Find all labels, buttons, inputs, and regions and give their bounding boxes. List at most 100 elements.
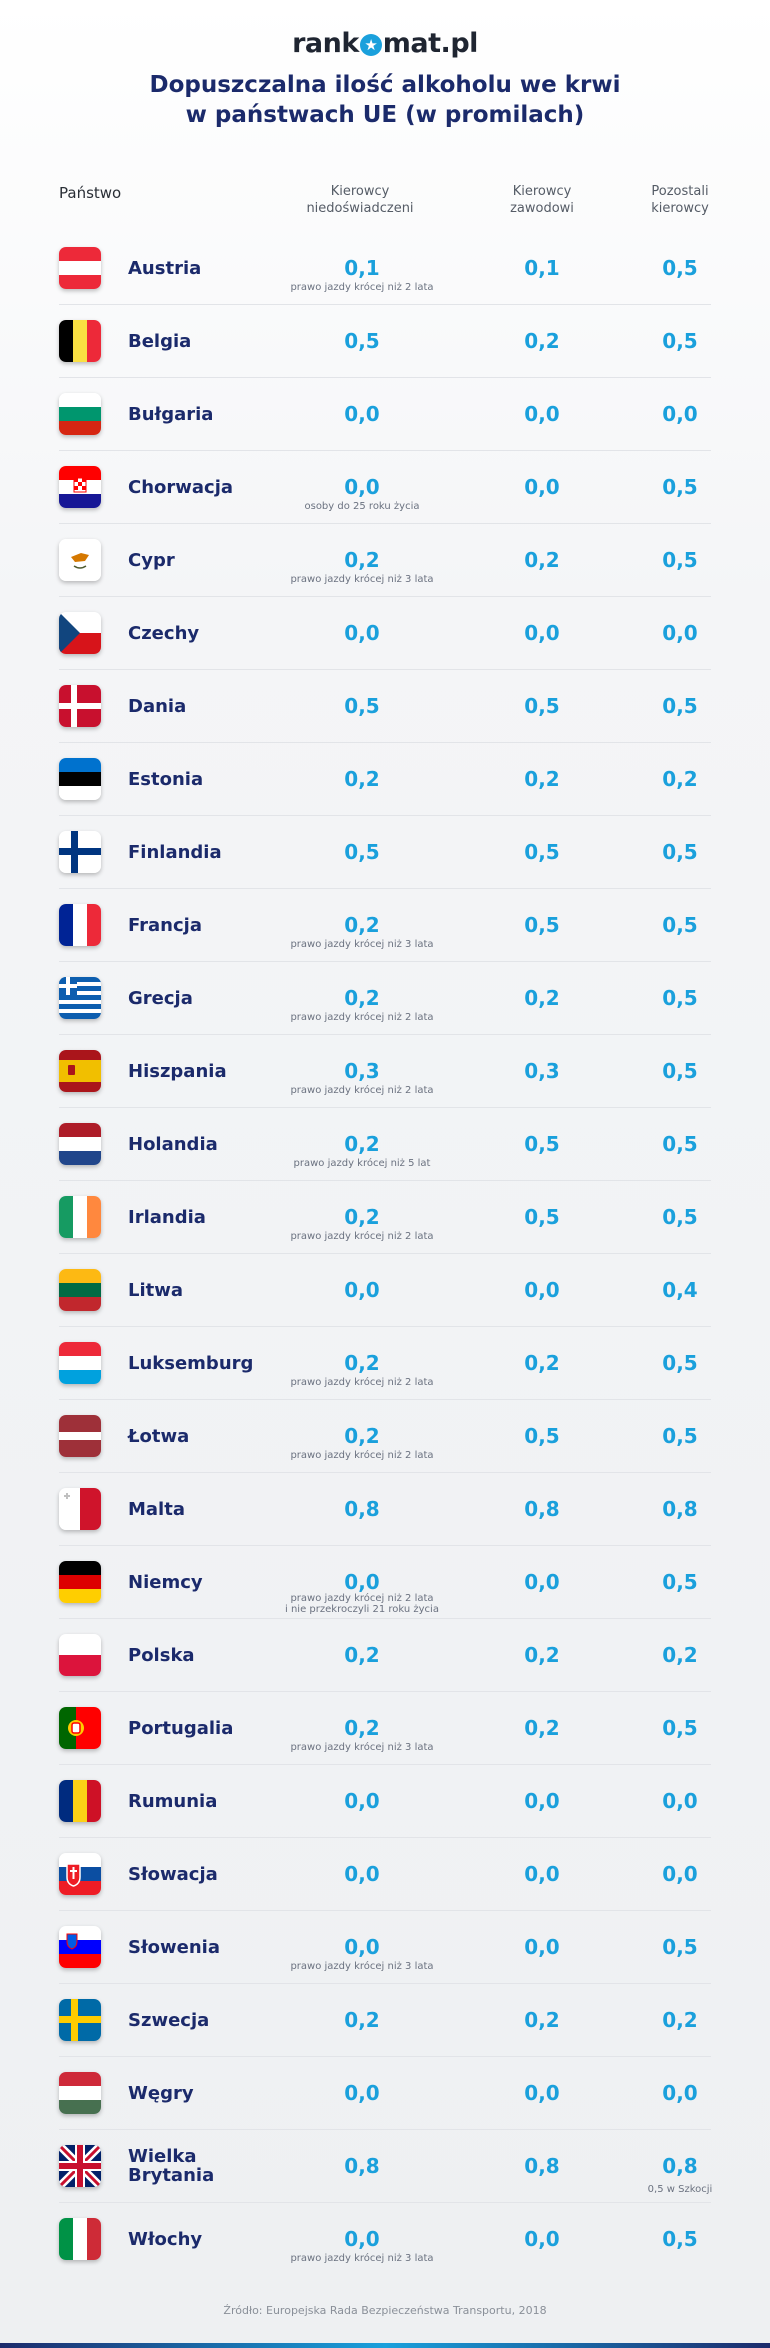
uk-flag-icon bbox=[59, 2145, 101, 2187]
star-icon: ★ bbox=[359, 34, 382, 56]
header-professional: Kierowcy zawodowi bbox=[510, 184, 574, 216]
note-inexperienced: prawo jazdy krócej niż 2 lata bbox=[290, 282, 434, 293]
value-inexperienced: 0,2 bbox=[344, 1716, 380, 1740]
value-inexperienced: 0,2 bbox=[344, 986, 380, 1010]
country-name: Chorwacja bbox=[128, 476, 234, 498]
table-row: Włochy 0,0 0,0 0,5 prawo jazdy krócej niż 3 … bbox=[59, 2203, 711, 2275]
luxembourg-flag-icon bbox=[59, 1342, 101, 1384]
page-title: Dopuszczalna ilość alkoholu we krwi w pa… bbox=[0, 70, 770, 130]
value-inexperienced: 0,2 bbox=[344, 1643, 380, 1667]
country-name: Hiszpania bbox=[128, 1060, 227, 1082]
table-row: Polska 0,2 0,2 0,2 bbox=[59, 1619, 711, 1692]
value-other: 0,0 bbox=[662, 402, 698, 426]
country-name: Holandia bbox=[128, 1133, 218, 1155]
value-professional: 0,0 bbox=[524, 1278, 560, 1302]
country-name: Rumunia bbox=[128, 1790, 218, 1812]
value-professional: 0,2 bbox=[524, 986, 560, 1010]
country-name: Włochy bbox=[128, 2228, 203, 2250]
value-professional: 0,5 bbox=[524, 913, 560, 937]
value-inexperienced: 0,0 bbox=[344, 2081, 380, 2105]
value-inexperienced: 0,2 bbox=[344, 767, 380, 791]
value-inexperienced: 0,0 bbox=[344, 1789, 380, 1813]
value-inexperienced: 0,5 bbox=[344, 840, 380, 864]
source-note: Źródło: Europejska Rada Bezpieczeństwa T… bbox=[223, 2304, 547, 2317]
value-professional: 0,2 bbox=[524, 329, 560, 353]
value-inexperienced: 0,0 bbox=[344, 475, 380, 499]
value-inexperienced: 0,0 bbox=[344, 1278, 380, 1302]
germany-flag-icon bbox=[59, 1561, 101, 1603]
value-inexperienced: 0,2 bbox=[344, 913, 380, 937]
value-inexperienced: 0,5 bbox=[344, 694, 380, 718]
value-professional: 0,0 bbox=[524, 2227, 560, 2251]
country-name: Łotwa bbox=[128, 1425, 190, 1447]
france-flag-icon bbox=[59, 904, 101, 946]
spain-flag-icon bbox=[59, 1050, 101, 1092]
table-row: Czechy 0,0 0,0 0,0 bbox=[59, 597, 711, 670]
value-inexperienced: 0,2 bbox=[344, 2008, 380, 2032]
value-professional: 0,2 bbox=[524, 2008, 560, 2032]
value-other: 0,5 bbox=[662, 548, 698, 572]
table-row: Cypr 0,2 0,2 0,5 prawo jazdy krócej niż 3 la… bbox=[59, 524, 711, 597]
slovenia-flag-icon bbox=[59, 1926, 101, 1968]
note-inexperienced: prawo jazdy krócej niż 3 lata bbox=[290, 1742, 434, 1753]
header-country: Państwo bbox=[59, 184, 122, 202]
table-row: Szwecja 0,2 0,2 0,2 bbox=[59, 1984, 711, 2057]
title-line-2: w państwach UE (w promilach) bbox=[185, 102, 585, 128]
value-other: 0,2 bbox=[662, 1643, 698, 1667]
value-professional: 0,2 bbox=[524, 548, 560, 572]
slovakia-flag-icon bbox=[59, 1853, 101, 1895]
value-other: 0,5 bbox=[662, 1205, 698, 1229]
note-inexperienced: prawo jazdy krócej niż 2 lata bbox=[290, 1450, 434, 1461]
table-row: Finlandia 0,5 0,5 0,5 bbox=[59, 816, 711, 889]
sweden-flag-icon bbox=[59, 1999, 101, 2041]
value-other: 0,8 bbox=[662, 2154, 698, 2178]
table-row: Grecja 0,2 0,2 0,5 prawo jazdy krócej niż 2 … bbox=[59, 962, 711, 1035]
italy-flag-icon bbox=[59, 2218, 101, 2260]
country-name: Węgry bbox=[128, 2082, 194, 2104]
header-other: Pozostali kierowcy bbox=[651, 184, 709, 216]
value-professional: 0,0 bbox=[524, 1789, 560, 1813]
value-other: 0,2 bbox=[662, 2008, 698, 2032]
note-inexperienced: prawo jazdy krócej niż 3 lata bbox=[290, 574, 434, 585]
country-name: Luksemburg bbox=[128, 1352, 254, 1374]
value-professional: 0,5 bbox=[524, 694, 560, 718]
table-row: Austria 0,1 0,1 0,5 prawo jazdy krócej niż 2… bbox=[59, 232, 711, 305]
value-other: 0,0 bbox=[662, 621, 698, 645]
value-other: 0,5 bbox=[662, 1351, 698, 1375]
value-professional: 0,5 bbox=[524, 1205, 560, 1229]
netherlands-flag-icon bbox=[59, 1123, 101, 1165]
cyprus-flag-icon bbox=[59, 539, 101, 581]
value-other: 0,5 bbox=[662, 1716, 698, 1740]
value-other: 0,5 bbox=[662, 475, 698, 499]
value-professional: 0,2 bbox=[524, 1716, 560, 1740]
country-name: Austria bbox=[128, 257, 202, 279]
country-name: Grecja bbox=[128, 987, 193, 1009]
value-professional: 0,2 bbox=[524, 767, 560, 791]
value-professional: 0,8 bbox=[524, 1497, 560, 1521]
note-inexperienced: prawo jazdy krócej niż 3 lata bbox=[290, 939, 434, 950]
table-row: Belgia 0,5 0,2 0,5 bbox=[59, 305, 711, 378]
note-inexperienced: osoby do 25 roku życia bbox=[304, 501, 420, 512]
note-inexperienced: prawo jazdy krócej niż 2 lata bbox=[290, 1377, 434, 1388]
latvia-flag-icon bbox=[59, 1415, 101, 1457]
croatia-flag-icon bbox=[59, 466, 101, 508]
value-other: 0,5 bbox=[662, 256, 698, 280]
value-inexperienced: 0,0 bbox=[344, 1570, 380, 1594]
note-other: 0,5 w Szkocji bbox=[647, 2184, 713, 2195]
value-professional: 0,0 bbox=[524, 1862, 560, 1886]
value-other: 0,5 bbox=[662, 694, 698, 718]
value-professional: 0,0 bbox=[524, 402, 560, 426]
value-other: 0,5 bbox=[662, 1935, 698, 1959]
country-name: Słowacja bbox=[128, 1863, 218, 1885]
value-professional: 0,2 bbox=[524, 1643, 560, 1667]
value-professional: 0,5 bbox=[524, 1132, 560, 1156]
value-professional: 0,2 bbox=[524, 1351, 560, 1375]
table-row: Litwa 0,0 0,0 0,4 bbox=[59, 1254, 711, 1327]
finland-flag-icon bbox=[59, 831, 101, 873]
table-row: Węgry 0,0 0,0 0,0 bbox=[59, 2057, 711, 2130]
value-inexperienced: 0,0 bbox=[344, 621, 380, 645]
value-other: 0,5 bbox=[662, 1570, 698, 1594]
table-row: Rumunia 0,0 0,0 0,0 bbox=[59, 1765, 711, 1838]
note-inexperienced: prawo jazdy krócej niż 2 lata bbox=[290, 1012, 434, 1023]
value-professional: 0,0 bbox=[524, 475, 560, 499]
